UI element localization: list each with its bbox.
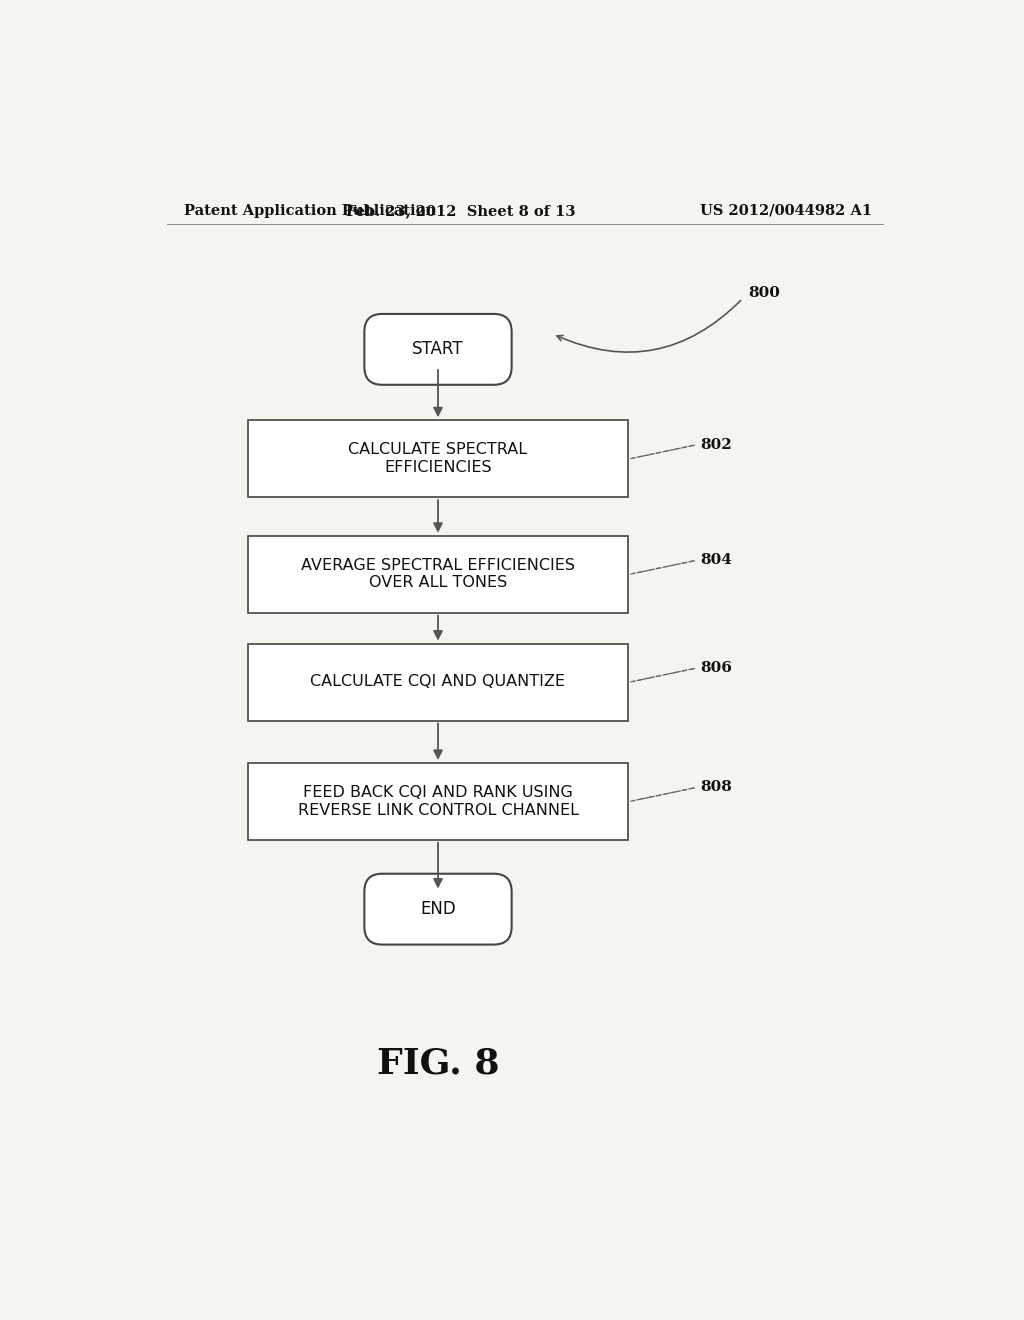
Text: Feb. 23, 2012  Sheet 8 of 13: Feb. 23, 2012 Sheet 8 of 13 <box>346 203 575 218</box>
Text: US 2012/0044982 A1: US 2012/0044982 A1 <box>699 203 872 218</box>
FancyBboxPatch shape <box>365 314 512 385</box>
Text: 808: 808 <box>700 780 732 795</box>
Text: END: END <box>420 900 456 919</box>
FancyArrowPatch shape <box>557 301 740 352</box>
Text: FEED BACK CQI AND RANK USING
REVERSE LINK CONTROL CHANNEL: FEED BACK CQI AND RANK USING REVERSE LIN… <box>298 785 579 817</box>
Text: 800: 800 <box>748 286 780 300</box>
Text: START: START <box>413 341 464 358</box>
Text: 804: 804 <box>700 553 732 568</box>
Text: Patent Application Publication: Patent Application Publication <box>183 203 436 218</box>
Text: CALCULATE SPECTRAL
EFFICIENCIES: CALCULATE SPECTRAL EFFICIENCIES <box>348 442 527 475</box>
Text: CALCULATE CQI AND QUANTIZE: CALCULATE CQI AND QUANTIZE <box>310 675 565 689</box>
Bar <box>248 420 628 498</box>
Text: 802: 802 <box>700 438 732 451</box>
Text: FIG. 8: FIG. 8 <box>377 1047 500 1080</box>
Bar <box>248 644 628 721</box>
Text: AVERAGE SPECTRAL EFFICIENCIES
OVER ALL TONES: AVERAGE SPECTRAL EFFICIENCIES OVER ALL T… <box>301 558 575 590</box>
FancyBboxPatch shape <box>365 874 512 945</box>
Bar <box>248 536 628 612</box>
Bar <box>248 763 628 840</box>
Text: 806: 806 <box>700 661 732 675</box>
